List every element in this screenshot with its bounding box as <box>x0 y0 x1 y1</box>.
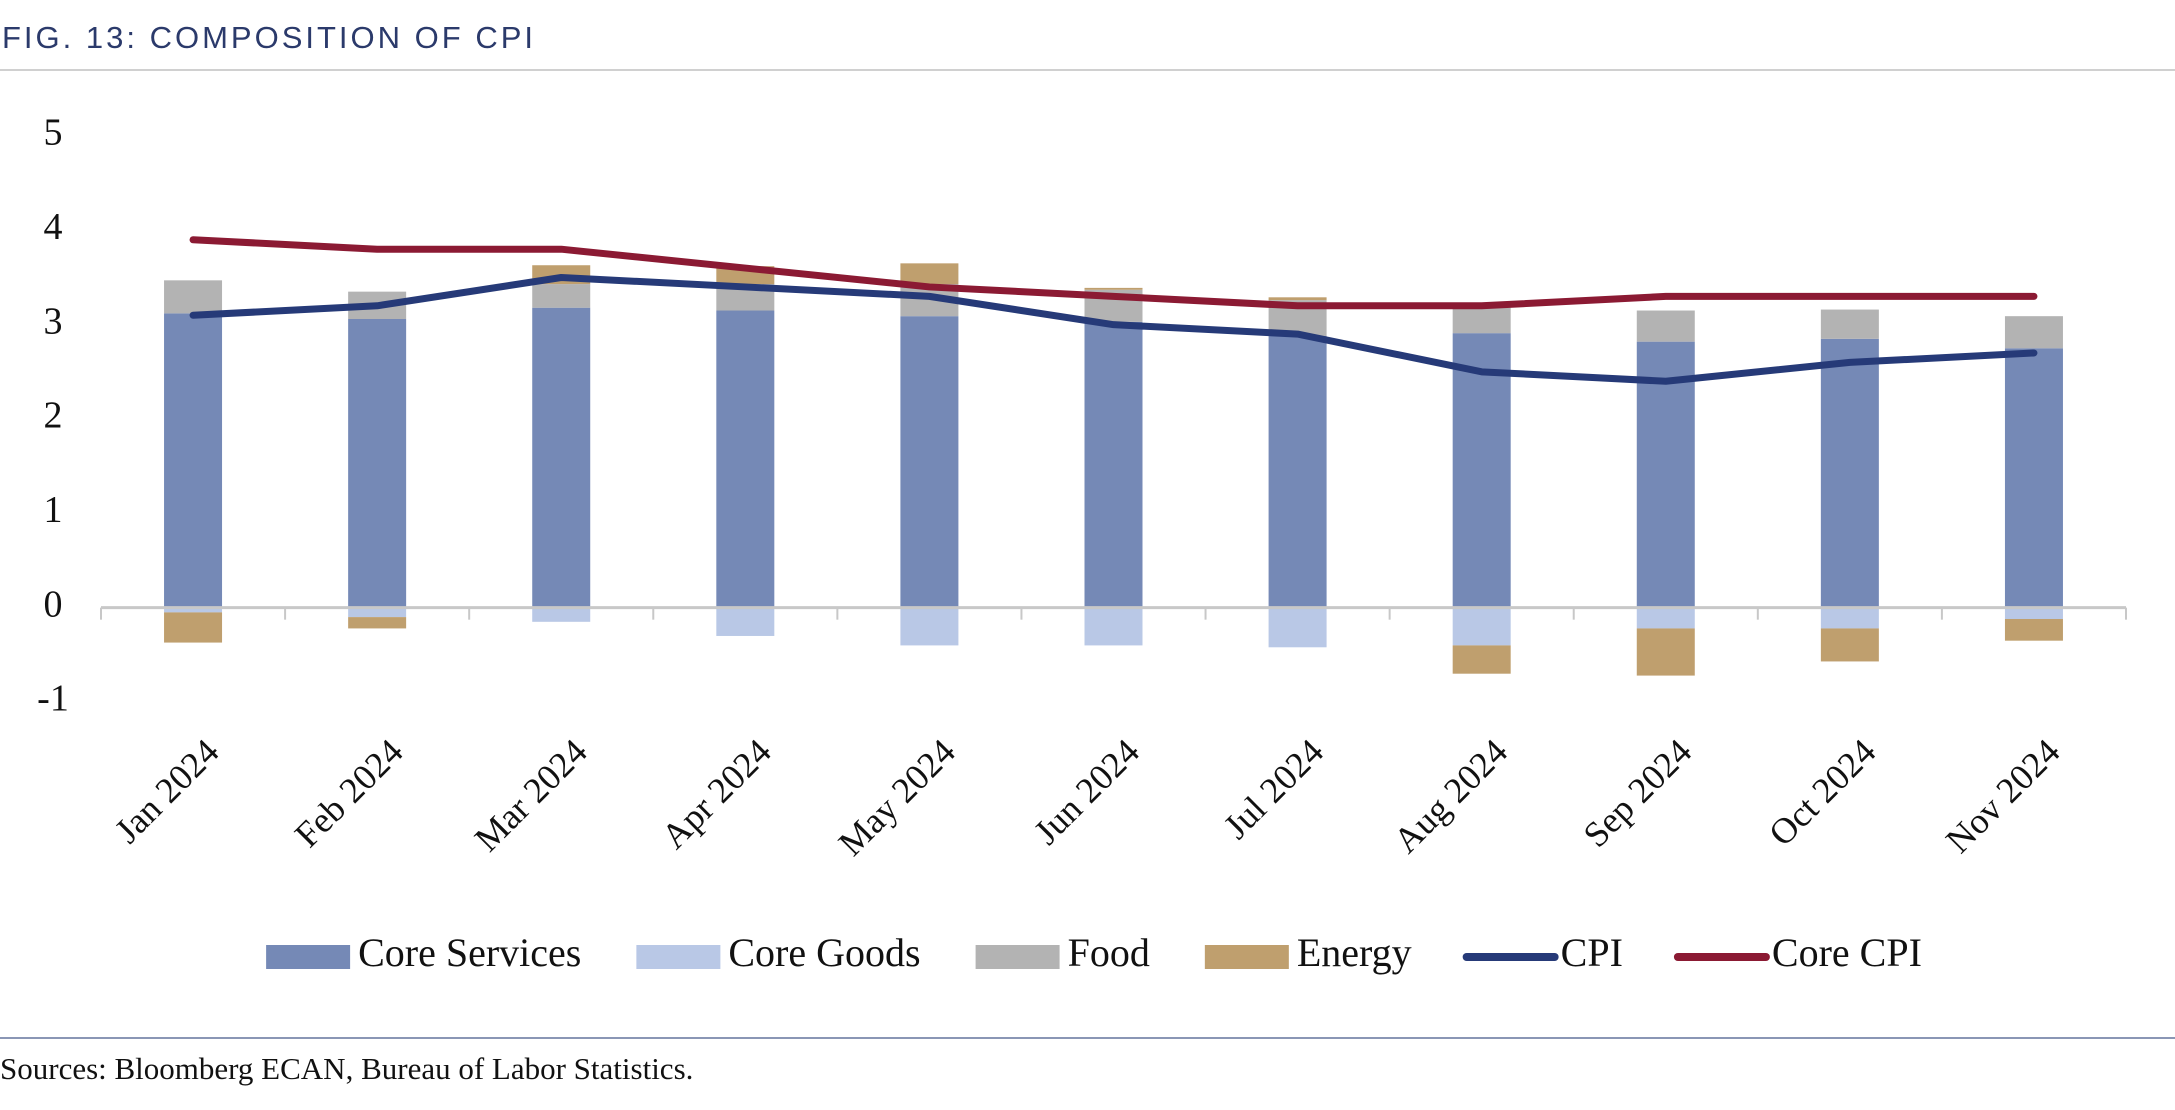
bar-segment <box>1452 645 1511 674</box>
bar-segment <box>532 307 591 608</box>
chart-title: FIG. 13: COMPOSITION OF CPI <box>2 20 536 55</box>
x-tick-label: Feb 2024 <box>287 731 411 855</box>
bar-segment <box>1084 287 1143 290</box>
bar-segment <box>2004 618 2063 641</box>
source-note: Sources: Bloomberg ECAN, Bureau of Labor… <box>0 1051 693 1086</box>
bar-segment <box>1268 297 1327 301</box>
bar-segment <box>900 316 959 608</box>
legend-label: Food <box>1068 930 1150 975</box>
y-tick-label: 2 <box>44 395 63 437</box>
y-tick-label: -1 <box>37 678 69 720</box>
bar-segment <box>2004 316 2063 349</box>
legend-label: Core Services <box>358 930 581 975</box>
bar-segment <box>532 607 591 622</box>
legend-swatch <box>636 945 721 969</box>
y-tick-label: 4 <box>44 206 63 248</box>
bar-segment <box>1268 607 1327 648</box>
bar-segment <box>1452 333 1511 608</box>
bar-segment <box>348 607 407 618</box>
y-tick-label: 1 <box>44 489 63 531</box>
bar-segment <box>1820 338 1879 608</box>
bar-segment <box>532 284 591 308</box>
bar-segment <box>1452 307 1511 334</box>
bar-segment <box>1820 309 1879 339</box>
bar-segment <box>716 607 775 636</box>
x-tick-label: Oct 2024 <box>1761 731 1883 853</box>
bar-segment <box>348 319 407 608</box>
legend: Core Services Core Goods Food Energy CPI Core… <box>266 930 1922 975</box>
x-tick-label: Mar 2024 <box>467 731 595 859</box>
x-tick-label: Nov 2024 <box>1938 731 2067 860</box>
bar-segment <box>1452 607 1511 646</box>
legend-label: Energy <box>1297 930 1412 975</box>
x-tick-label: Aug 2024 <box>1386 731 1515 860</box>
bar-segment <box>900 263 959 285</box>
bar-segment <box>1820 607 1879 629</box>
bar-segment <box>1084 321 1143 608</box>
bar-segment <box>2004 607 2063 619</box>
legend-swatch <box>975 945 1060 969</box>
legend-label: Core CPI <box>1772 930 1922 975</box>
legend-label: CPI <box>1561 930 1623 975</box>
bar-segment <box>1636 628 1695 676</box>
bar-segment <box>348 617 407 629</box>
bar-segment <box>716 310 775 608</box>
line-series <box>189 274 2038 385</box>
x-tick-label: Jan 2024 <box>107 731 227 851</box>
bar-segment <box>1636 341 1695 608</box>
x-tick-label: May 2024 <box>831 731 963 863</box>
bar-segment <box>164 607 223 613</box>
bar-segment <box>1268 335 1327 608</box>
legend-swatch <box>266 945 351 969</box>
x-tick-label: Apr 2024 <box>654 731 779 856</box>
bar-segment <box>1636 310 1695 342</box>
legend-label: Core Goods <box>728 930 920 975</box>
bar-segment <box>2004 348 2063 608</box>
bar-segment <box>1820 628 1879 662</box>
bar-segment <box>164 612 223 643</box>
bar-segment <box>164 280 223 314</box>
bar-segment <box>1636 607 1695 629</box>
x-tick-label: Sep 2024 <box>1576 731 1700 855</box>
x-tick-label: Jul 2024 <box>1216 731 1331 846</box>
y-tick-label: 5 <box>44 112 63 154</box>
line-series <box>189 236 2038 310</box>
legend-swatch <box>1204 945 1289 969</box>
y-tick-label: 0 <box>44 583 63 625</box>
bar-segment <box>1084 607 1143 646</box>
bar-segment <box>164 313 223 608</box>
y-tick-label: 3 <box>44 300 63 342</box>
x-tick-label: Jun 2024 <box>1026 731 1147 852</box>
bar-segment <box>900 607 959 646</box>
